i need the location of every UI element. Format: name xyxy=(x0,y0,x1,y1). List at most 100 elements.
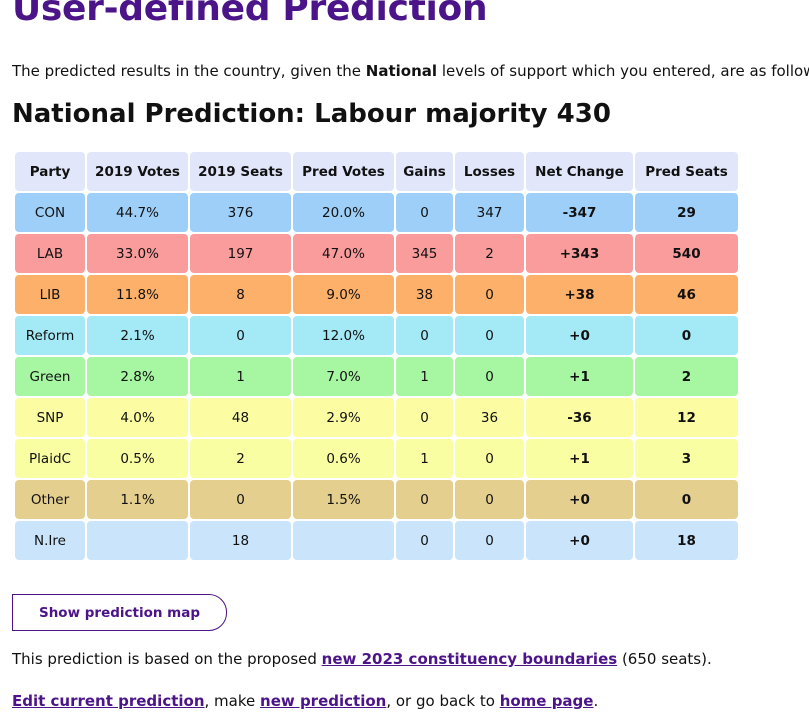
header-losses: Losses xyxy=(455,152,524,191)
cell-2019-votes: 1.1% xyxy=(87,480,188,519)
cell-party: Reform xyxy=(15,316,85,355)
cell-gains: 0 xyxy=(396,193,453,232)
cell-pred-votes: 47.0% xyxy=(293,234,394,273)
cell-2019-votes: 2.1% xyxy=(87,316,188,355)
cell-pred-seats: 2 xyxy=(635,357,738,396)
prediction-table: Party 2019 Votes 2019 Seats Pred Votes G… xyxy=(13,150,740,562)
table-row: LAB 33.0% 197 47.0% 345 2 +343 540 xyxy=(15,234,738,273)
cell-pred-votes: 12.0% xyxy=(293,316,394,355)
cell-pred-seats: 3 xyxy=(635,439,738,478)
header-2019-votes: 2019 Votes xyxy=(87,152,188,191)
cell-net-change: -36 xyxy=(526,398,633,437)
cell-gains: 0 xyxy=(396,316,453,355)
table-row: Reform 2.1% 0 12.0% 0 0 +0 0 xyxy=(15,316,738,355)
cell-gains: 0 xyxy=(396,480,453,519)
cell-gains: 0 xyxy=(396,398,453,437)
table-row: N.Ire 18 0 0 +0 18 xyxy=(15,521,738,560)
edit-prediction-link[interactable]: Edit current prediction xyxy=(12,692,205,710)
cell-losses: 0 xyxy=(455,357,524,396)
cell-2019-votes: 4.0% xyxy=(87,398,188,437)
cell-losses: 0 xyxy=(455,316,524,355)
table-row: CON 44.7% 376 20.0% 0 347 -347 29 xyxy=(15,193,738,232)
cell-2019-seats: 18 xyxy=(190,521,291,560)
cell-party: LAB xyxy=(15,234,85,273)
cell-2019-seats: 48 xyxy=(190,398,291,437)
header-net-change: Net Change xyxy=(526,152,633,191)
cell-2019-votes: 33.0% xyxy=(87,234,188,273)
cell-net-change: +38 xyxy=(526,275,633,314)
table-row: LIB 11.8% 8 9.0% 38 0 +38 46 xyxy=(15,275,738,314)
cell-losses: 36 xyxy=(455,398,524,437)
cell-gains: 345 xyxy=(396,234,453,273)
cell-party: LIB xyxy=(15,275,85,314)
cell-gains: 38 xyxy=(396,275,453,314)
new-prediction-link[interactable]: new prediction xyxy=(260,692,387,710)
cell-losses: 0 xyxy=(455,275,524,314)
table-row: PlaidC 0.5% 2 0.6% 1 0 +1 3 xyxy=(15,439,738,478)
header-gains: Gains xyxy=(396,152,453,191)
links-separator-1: , make xyxy=(204,692,261,710)
cell-2019-votes xyxy=(87,521,188,560)
boundaries-note: This prediction is based on the proposed… xyxy=(12,650,712,668)
cell-gains: 1 xyxy=(396,357,453,396)
intro-text-bold: National xyxy=(365,62,438,80)
cell-pred-votes xyxy=(293,521,394,560)
links-end: . xyxy=(593,692,599,710)
cell-2019-votes: 2.8% xyxy=(87,357,188,396)
home-page-link[interactable]: home page xyxy=(499,692,594,710)
page-title: User-defined Prediction xyxy=(12,0,488,29)
cell-pred-seats: 540 xyxy=(635,234,738,273)
header-pred-seats: Pred Seats xyxy=(635,152,738,191)
cell-2019-votes: 0.5% xyxy=(87,439,188,478)
cell-pred-votes: 9.0% xyxy=(293,275,394,314)
cell-party: SNP xyxy=(15,398,85,437)
cell-pred-seats: 12 xyxy=(635,398,738,437)
cell-net-change: +0 xyxy=(526,521,633,560)
links-separator-2: , or go back to xyxy=(386,692,500,710)
cell-net-change: -347 xyxy=(526,193,633,232)
boundaries-note-end: (650 seats). xyxy=(617,650,712,668)
cell-2019-seats: 8 xyxy=(190,275,291,314)
cell-party: PlaidC xyxy=(15,439,85,478)
cell-net-change: +0 xyxy=(526,480,633,519)
cell-pred-votes: 20.0% xyxy=(293,193,394,232)
table-row: Green 2.8% 1 7.0% 1 0 +1 2 xyxy=(15,357,738,396)
cell-pred-votes: 2.9% xyxy=(293,398,394,437)
boundaries-note-start: This prediction is based on the proposed xyxy=(12,650,322,668)
header-party: Party xyxy=(15,152,85,191)
cell-pred-seats: 0 xyxy=(635,480,738,519)
intro-text-start: The predicted results in the country, gi… xyxy=(12,62,366,80)
intro-text-end: levels of support which you entered, are… xyxy=(437,62,809,80)
cell-2019-seats: 1 xyxy=(190,357,291,396)
cell-party: N.Ire xyxy=(15,521,85,560)
cell-net-change: +343 xyxy=(526,234,633,273)
cell-2019-seats: 376 xyxy=(190,193,291,232)
cell-net-change: +1 xyxy=(526,439,633,478)
prediction-summary: National Prediction: Labour majority 430 xyxy=(12,99,611,129)
cell-2019-seats: 0 xyxy=(190,480,291,519)
cell-pred-votes: 0.6% xyxy=(293,439,394,478)
cell-party: Other xyxy=(15,480,85,519)
show-prediction-map-button[interactable]: Show prediction map xyxy=(12,594,227,631)
cell-pred-votes: 7.0% xyxy=(293,357,394,396)
cell-pred-seats: 0 xyxy=(635,316,738,355)
cell-2019-votes: 11.8% xyxy=(87,275,188,314)
cell-losses: 2 xyxy=(455,234,524,273)
table-row: SNP 4.0% 48 2.9% 0 36 -36 12 xyxy=(15,398,738,437)
cell-pred-votes: 1.5% xyxy=(293,480,394,519)
cell-net-change: +1 xyxy=(526,357,633,396)
cell-gains: 0 xyxy=(396,521,453,560)
cell-2019-seats: 2 xyxy=(190,439,291,478)
cell-pred-seats: 46 xyxy=(635,275,738,314)
cell-party: CON xyxy=(15,193,85,232)
boundaries-link[interactable]: new 2023 constituency boundaries xyxy=(321,650,618,668)
cell-2019-votes: 44.7% xyxy=(87,193,188,232)
header-pred-votes: Pred Votes xyxy=(293,152,394,191)
cell-losses: 0 xyxy=(455,480,524,519)
intro-text: The predicted results in the country, gi… xyxy=(12,62,809,80)
cell-party: Green xyxy=(15,357,85,396)
table-row: Other 1.1% 0 1.5% 0 0 +0 0 xyxy=(15,480,738,519)
cell-losses: 347 xyxy=(455,193,524,232)
cell-losses: 0 xyxy=(455,439,524,478)
cell-losses: 0 xyxy=(455,521,524,560)
